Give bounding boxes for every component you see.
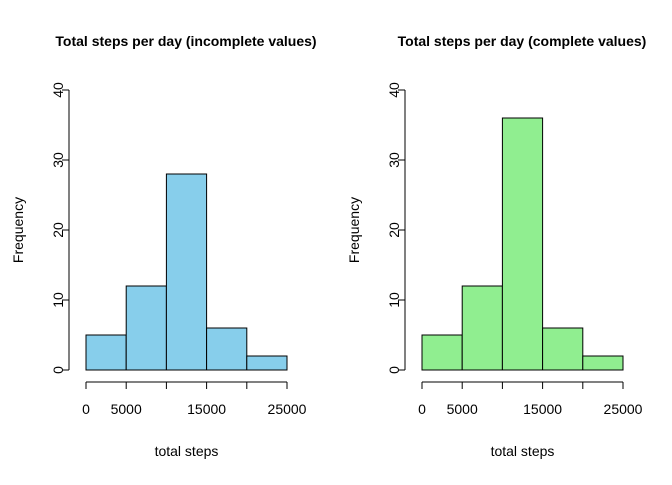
histogram-bar <box>501 117 544 371</box>
y-tick-label: 40 <box>50 82 66 98</box>
histogram-bar <box>206 327 248 371</box>
y-tick-label: 20 <box>386 222 402 238</box>
y-axis-label: Frequency <box>10 197 26 263</box>
x-tick-label: 0 <box>82 401 90 417</box>
x-tick-label: 0 <box>418 401 426 417</box>
chart-title: Total steps per day (incomplete values) <box>55 33 316 49</box>
x-tick-label: 5000 <box>447 401 478 417</box>
histogram-bar <box>125 285 167 371</box>
y-axis-label: Frequency <box>346 197 362 263</box>
y-tick-label: 0 <box>50 366 66 374</box>
x-tick-label: 15000 <box>523 401 562 417</box>
chart-title: Total steps per day (complete values) <box>398 33 647 49</box>
x-axis-label: total steps <box>491 443 555 459</box>
y-tick-label: 10 <box>386 292 402 308</box>
y-tick-label: 20 <box>50 222 66 238</box>
x-tick-label: 5000 <box>111 401 142 417</box>
histogram-panel-1: Total steps per day (incomplete values) 0… <box>10 33 317 459</box>
histogram-bar <box>421 334 463 371</box>
histogram-bar <box>246 355 288 371</box>
histogram-panel-2: Total steps per day (complete values) 0 10… <box>346 33 646 459</box>
x-tick-label: 15000 <box>187 401 226 417</box>
y-tick-label: 40 <box>386 82 402 98</box>
x-tick-label: 25000 <box>268 401 307 417</box>
y-tick-label: 0 <box>386 366 402 374</box>
y-tick-label: 30 <box>50 152 66 168</box>
x-axis-label: total steps <box>155 443 219 459</box>
histogram-bar <box>165 173 208 371</box>
y-tick-label: 10 <box>50 292 66 308</box>
y-tick-label: 30 <box>386 152 402 168</box>
histogram-bar <box>582 355 624 371</box>
histogram-bar <box>542 327 584 371</box>
histogram-bar <box>461 285 503 371</box>
histogram-bar <box>85 334 127 371</box>
x-tick-label: 25000 <box>604 401 643 417</box>
